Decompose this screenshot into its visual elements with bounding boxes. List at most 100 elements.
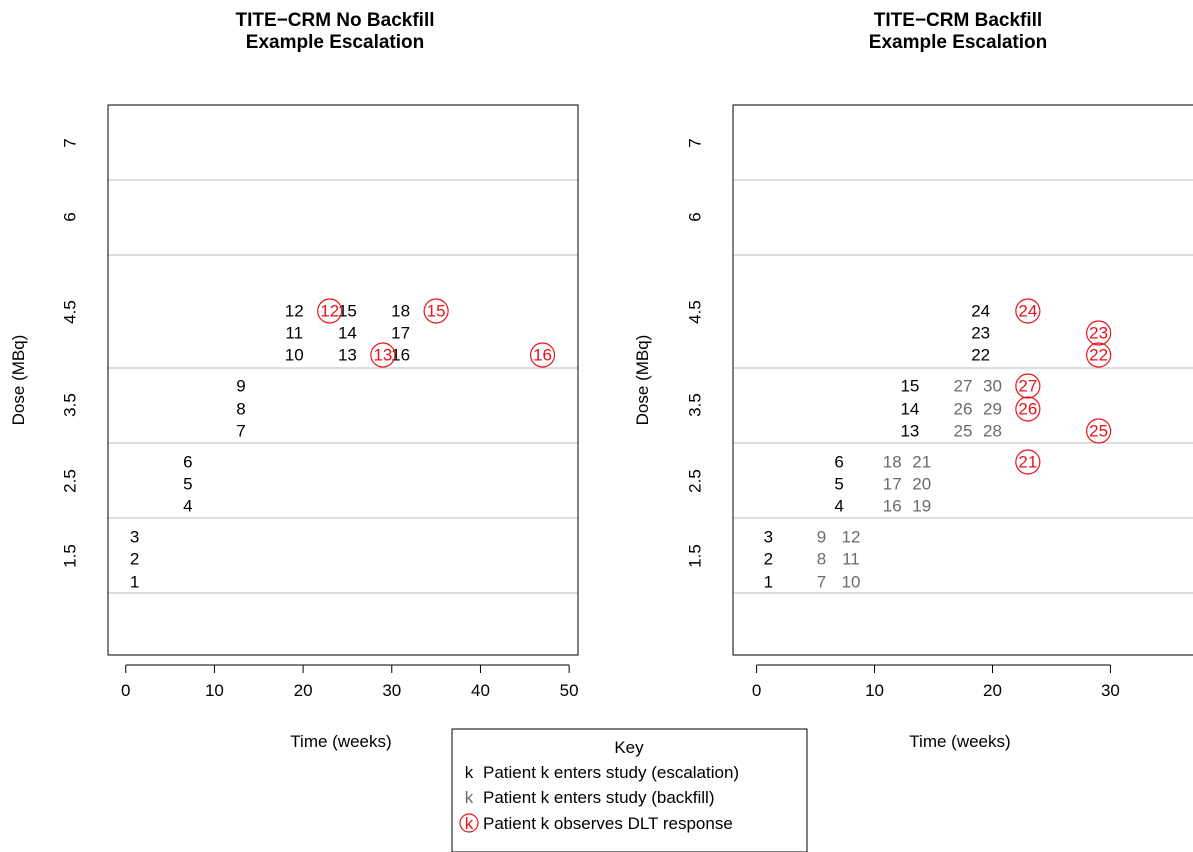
legend: Key k Patient k enters study (escalation) k… [451,728,808,852]
patient-escalation-label: 16 [391,346,410,365]
patient-escalation-label: 9 [236,377,245,396]
plot-frame [107,104,579,656]
patient-escalation-label: 14 [338,324,357,343]
y-level-label: 7 [61,138,80,147]
x-tick-label: 40 [471,681,490,700]
patient-escalation-label: 22 [971,346,990,365]
patient-escalation-label: 12 [285,302,304,321]
patient-escalation-label: 5 [183,475,192,494]
patient-dlt-label: 25 [1089,422,1108,441]
legend-dlt-circle [459,813,479,833]
chart-title: Example Escalation [246,32,424,53]
y-level-label: 2.5 [686,469,705,493]
plot-frame [732,104,1193,656]
dlt-circle [1086,342,1112,368]
patient-backfill-label: 28 [983,422,1002,441]
legend-symbol: k [465,763,474,782]
patient-escalation-label: 14 [900,400,919,419]
patient-escalation-label: 6 [183,453,192,472]
y-level-label: 1.5 [61,544,80,568]
chart-title: TITE−CRM No Backfill [236,10,435,31]
patient-escalation-label: 15 [338,302,357,321]
patient-escalation-label: 10 [285,346,304,365]
dlt-circle [317,298,343,324]
patient-backfill-label: 8 [817,550,826,569]
patient-escalation-label: 3 [130,528,139,547]
patient-escalation-label: 13 [338,346,357,365]
y-level-label: 2.5 [61,469,80,493]
patient-backfill-label: 21 [912,453,931,472]
x-tick-label: 0 [752,681,761,700]
patient-escalation-label: 4 [183,497,192,516]
patient-backfill-label: 11 [842,550,860,569]
chart-title: TITE−CRM Backfill [874,10,1042,31]
dlt-circle [1086,320,1112,346]
legend-item-text: Patient k enters study (backfill) [483,788,714,807]
patient-backfill-label: 17 [883,475,902,494]
y-level-label: 7 [686,138,705,147]
x-tick-label: 10 [205,681,224,700]
y-level-label: 4.5 [686,300,705,324]
patient-backfill-label: 26 [954,400,973,419]
patient-escalation-label: 2 [764,550,773,569]
patient-escalation-label: 17 [391,324,410,343]
patient-backfill-label: 9 [817,528,826,547]
patient-backfill-label: 27 [954,377,973,396]
legend-box [451,728,808,852]
patient-dlt-label: 12 [320,302,339,321]
x-tick-label: 30 [1101,681,1120,700]
patient-escalation-label: 2 [130,550,139,569]
legend-symbol: k [465,814,474,833]
x-tick-label: 20 [983,681,1002,700]
patient-escalation-label: 1 [130,573,139,592]
patient-backfill-label: 19 [912,497,931,516]
dlt-circle [529,342,556,368]
patient-backfill-label: 16 [883,497,902,516]
patient-backfill-label: 25 [954,422,973,441]
patient-escalation-label: 23 [971,324,990,343]
y-level-label: 4.5 [61,300,80,324]
y-level-label: 6 [686,212,705,221]
patient-dlt-label: 13 [373,346,392,365]
patient-escalation-label: 15 [900,377,919,396]
patient-dlt-label: 22 [1089,346,1108,365]
y-level-label: 1.5 [686,544,705,568]
dlt-circle [1015,373,1041,399]
legend-symbol: k [465,788,474,807]
legend-item-text: Patient k enters study (escalation) [483,763,739,782]
dlt-circle [423,298,449,324]
patient-dlt-label: 27 [1018,377,1037,396]
x-tick-label: 10 [865,681,884,700]
patient-escalation-label: 18 [391,302,410,321]
x-axis-label: Time (weeks) [290,732,391,751]
dlt-circle [1086,418,1112,444]
patient-dlt-label: 26 [1018,400,1037,419]
patient-escalation-label: 24 [971,302,990,321]
y-level-label: 6 [61,212,80,221]
patient-escalation-label: 11 [285,324,303,343]
patient-backfill-label: 18 [883,453,902,472]
x-tick-label: 30 [382,681,401,700]
patient-escalation-label: 6 [834,453,843,472]
legend-item-text: Patient k observes DLT response [483,814,733,833]
y-axis-label: Dose (MBq) [9,335,28,426]
patient-escalation-label: 8 [236,400,245,419]
patient-backfill-label: 20 [912,475,931,494]
legend-title: Key [614,738,644,757]
patient-escalation-label: 1 [764,573,773,592]
patient-dlt-label: 23 [1089,324,1108,343]
chart-title: Example Escalation [869,32,1047,53]
patient-escalation-label: 13 [900,422,919,441]
patient-backfill-label: 29 [983,400,1002,419]
dlt-circle [370,342,396,368]
dlt-circle [1015,449,1041,475]
x-tick-label: 0 [121,681,130,700]
patient-backfill-label: 7 [817,573,826,592]
dlt-circle [1015,298,1041,324]
patient-backfill-label: 12 [841,528,860,547]
patient-backfill-label: 10 [841,573,860,592]
patient-backfill-label: 30 [983,377,1002,396]
